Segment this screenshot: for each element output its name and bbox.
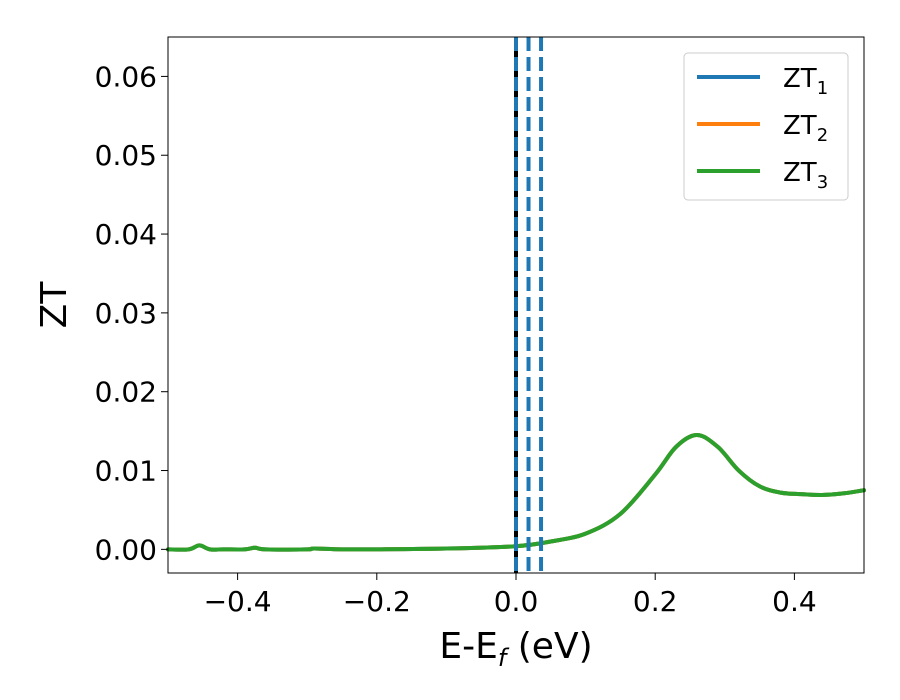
legend-label-zt2: ZT2 <box>783 111 828 146</box>
y-axis-title: ZT <box>34 281 75 329</box>
vertical-reference-lines <box>514 37 544 573</box>
x-tick-label: −0.2 <box>343 585 411 618</box>
legend-box <box>683 52 849 201</box>
x-tick-label: 0.0 <box>494 585 539 618</box>
x-tick-label: 0.4 <box>772 585 817 618</box>
x-axis-title: E-Ef (eV) <box>439 626 592 672</box>
legend-label-zt3: ZT3 <box>783 158 828 193</box>
y-tick-label: 0.05 <box>95 139 157 172</box>
legend: ZT1 ZT2 ZT3 <box>683 52 849 201</box>
series-layer <box>166 433 866 552</box>
y-tick-label: 0.04 <box>95 218 157 251</box>
y-axis-ticks: 0.00 0.01 0.02 0.03 0.04 0.05 0.06 <box>95 60 168 566</box>
y-tick-label: 0.02 <box>95 376 157 409</box>
series-line-zt3 <box>166 433 866 552</box>
x-axis-ticks: −0.4 −0.2 0.0 0.2 0.4 <box>204 573 817 618</box>
y-tick-label: 0.03 <box>95 297 157 330</box>
y-tick-label: 0.00 <box>95 533 157 566</box>
y-tick-label: 0.06 <box>95 60 157 93</box>
legend-label-zt1: ZT1 <box>783 64 828 99</box>
y-tick-label: 0.01 <box>95 455 157 488</box>
x-tick-label: 0.2 <box>633 585 678 618</box>
x-tick-label: −0.4 <box>204 585 272 618</box>
